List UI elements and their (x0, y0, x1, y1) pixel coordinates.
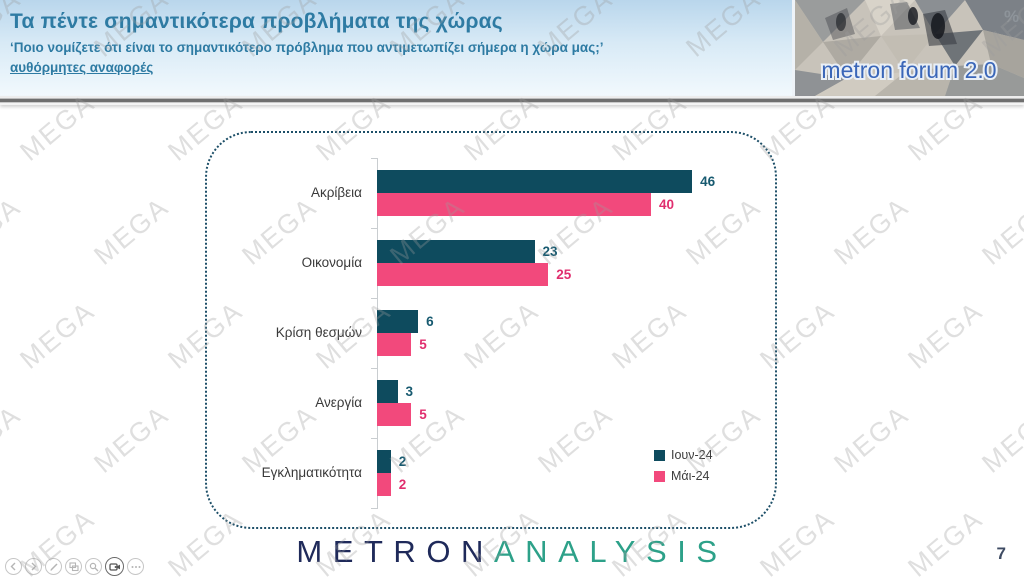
category-label: Ανεργία (315, 395, 362, 410)
axis-tick (371, 298, 378, 299)
mega-watermark: MEGA (976, 399, 1024, 479)
axis-tick (371, 438, 378, 439)
next-slide-button[interactable] (25, 558, 42, 575)
mega-watermark: MEGA (88, 191, 175, 271)
mega-watermark: MEGA (14, 295, 101, 375)
mega-watermark: MEGA (0, 191, 27, 271)
category-label: Ακρίβεια (310, 185, 362, 200)
logo-text: metron forum 2.0 (821, 57, 996, 83)
legend-label: Ιουν-24 (671, 448, 713, 462)
bar-value-label: 40 (659, 197, 675, 212)
bar-Μάι-24 (377, 473, 391, 496)
bar-value-label: 5 (419, 337, 427, 352)
bar-Ιουν-24 (377, 310, 419, 333)
brand-analysis: ANALYSIS (493, 534, 728, 569)
category-label: Κρίση θεσμών (275, 325, 362, 340)
bar-value-label: 25 (556, 267, 572, 282)
slide-note-link: αυθόρμητες αναφορές (10, 60, 154, 75)
bar-value-label: 5 (419, 407, 427, 422)
page-title: Τα πέντε σημαντικότερα προβλήματα της χώ… (10, 10, 503, 33)
header-divider (0, 96, 1024, 105)
pen-tool-icon[interactable] (45, 558, 62, 575)
more-options-icon[interactable] (127, 558, 144, 575)
percent-glyph: % (1004, 7, 1019, 26)
chart-legend: Ιουν-24 Μάι-24 (654, 448, 713, 490)
bar-Ιουν-24 (377, 380, 398, 403)
legend-label: Μάι-24 (671, 469, 710, 483)
bar-Μάι-24 (377, 333, 412, 356)
axis-tick (371, 158, 378, 159)
mega-watermark: MEGA (902, 295, 989, 375)
mega-watermark: MEGA (88, 399, 175, 479)
camera-icon[interactable] (105, 557, 124, 576)
bar-value-label: 23 (542, 244, 558, 259)
bar-value-label: 46 (700, 174, 716, 189)
category-label: Οικονομία (301, 255, 362, 270)
bar-Ιουν-24 (377, 240, 535, 263)
metron-analysis-logo: METRONANALYSIS (0, 534, 1024, 570)
mega-watermark: MEGA (828, 191, 915, 271)
legend-swatch (654, 449, 665, 461)
brand-metron: METRON (296, 534, 494, 569)
bar-Μάι-24 (377, 193, 651, 216)
legend-swatch (654, 470, 665, 482)
slide-subtitle: ‘Ποιο νομίζετε ότι είναι το σημαντικότερ… (10, 40, 604, 55)
metron-forum-logo: % metron forum 2.0 (792, 0, 1024, 96)
axis-tick (371, 508, 378, 509)
mega-watermark: MEGA (0, 399, 27, 479)
previous-slide-button[interactable] (5, 558, 22, 575)
legend-item: Ιουν-24 (654, 448, 713, 462)
axis-tick (371, 368, 378, 369)
bar-value-label: 2 (398, 477, 407, 492)
page-number: 7 (996, 544, 1006, 563)
bar-value-label: 3 (405, 384, 414, 399)
bar-value-label: 2 (398, 454, 407, 469)
bar-Μάι-24 (377, 263, 549, 286)
legend-item: Μάι-24 (654, 469, 713, 483)
presenter-toolbar (5, 557, 144, 576)
bar-value-label: 6 (426, 314, 434, 329)
slide-header: Τα πέντε σημαντικότερα προβλήματα της χώ… (0, 0, 1024, 96)
bar-Ιουν-24 (377, 450, 391, 473)
bar-Μάι-24 (377, 403, 412, 426)
zoom-icon[interactable] (85, 558, 102, 575)
mega-watermark: MEGA (976, 191, 1024, 271)
chart-panel: Ακρίβεια 46 40 Οικονομία 23 25 Κρίση θεσμών 6 5 Α… (205, 131, 777, 529)
bar-Ιουν-24 (377, 170, 693, 193)
category-label: Εγκληματικότητα (261, 465, 362, 480)
all-slides-icon[interactable] (65, 558, 82, 575)
mega-watermark: MEGA (828, 399, 915, 479)
axis-tick (371, 228, 378, 229)
